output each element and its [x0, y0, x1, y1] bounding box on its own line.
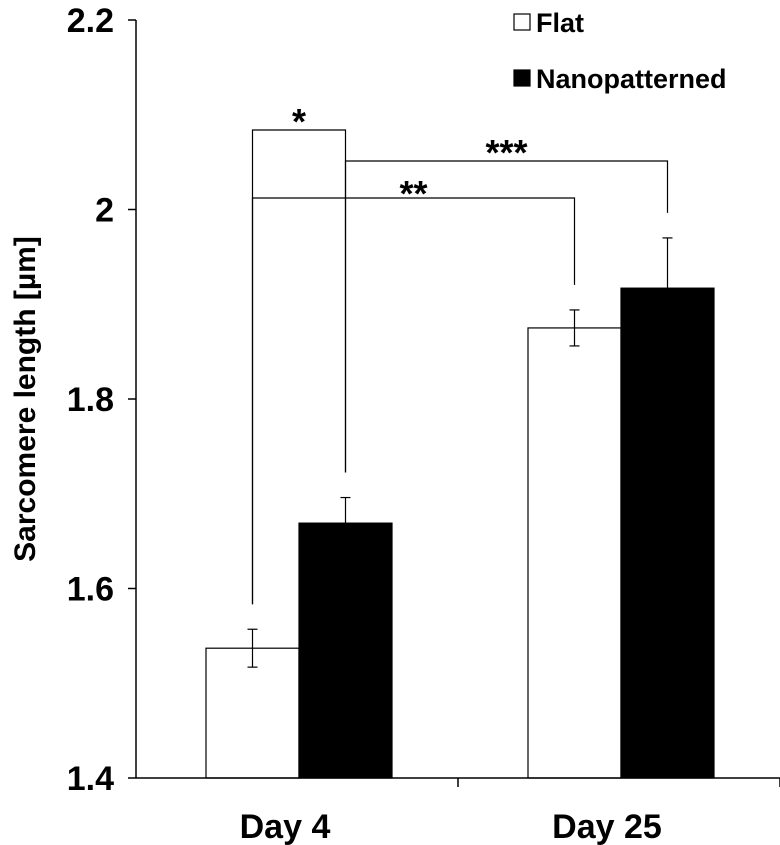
significance-label: *: [292, 101, 306, 142]
error-bars: [247, 237, 673, 668]
bar-nanopatterned-0: [298, 522, 393, 779]
significance-label: **: [399, 173, 427, 214]
y-ticks: 1.4 1.6 1.8 2 2.2: [67, 2, 136, 798]
legend-item-flat: Flat: [513, 8, 584, 38]
legend-label: Nanopatterned: [536, 64, 727, 94]
bar-flat-0: [205, 647, 300, 779]
significance-brackets: ******: [251, 101, 669, 605]
error-bar-nanopatterned-0: [340, 496, 351, 550]
y-tick-label: 2: [95, 192, 114, 230]
x-category-label: Day 25: [552, 808, 662, 845]
legend-swatch: [513, 69, 531, 87]
significance-bracket: ***: [344, 132, 669, 473]
legend-label: Flat: [536, 8, 584, 38]
y-tick-label: 2.2: [67, 2, 114, 40]
y-axis-title: Sarcomere length [µm]: [9, 236, 42, 562]
legend-item-nanopatterned: Nanopatterned: [513, 64, 727, 94]
x-category-label: Day 4: [240, 808, 331, 845]
bar-nanopatterned-1: [620, 287, 715, 779]
legend: Flat Nanopatterned: [513, 8, 727, 94]
error-bar-flat-0: [247, 628, 258, 668]
error-bar-flat-1: [569, 309, 580, 347]
error-bar-nanopatterned-1: [662, 237, 673, 339]
bars: [205, 287, 715, 779]
x-categories: Day 4 Day 25: [240, 778, 780, 845]
y-tick-label: 1.4: [67, 760, 114, 798]
legend-swatch: [513, 13, 531, 31]
y-tick-label: 1.8: [67, 381, 114, 419]
significance-bracket: **: [251, 173, 576, 605]
significance-label: ***: [485, 132, 527, 173]
y-tick-label: 1.6: [67, 571, 114, 609]
bar-flat-1: [527, 327, 622, 779]
